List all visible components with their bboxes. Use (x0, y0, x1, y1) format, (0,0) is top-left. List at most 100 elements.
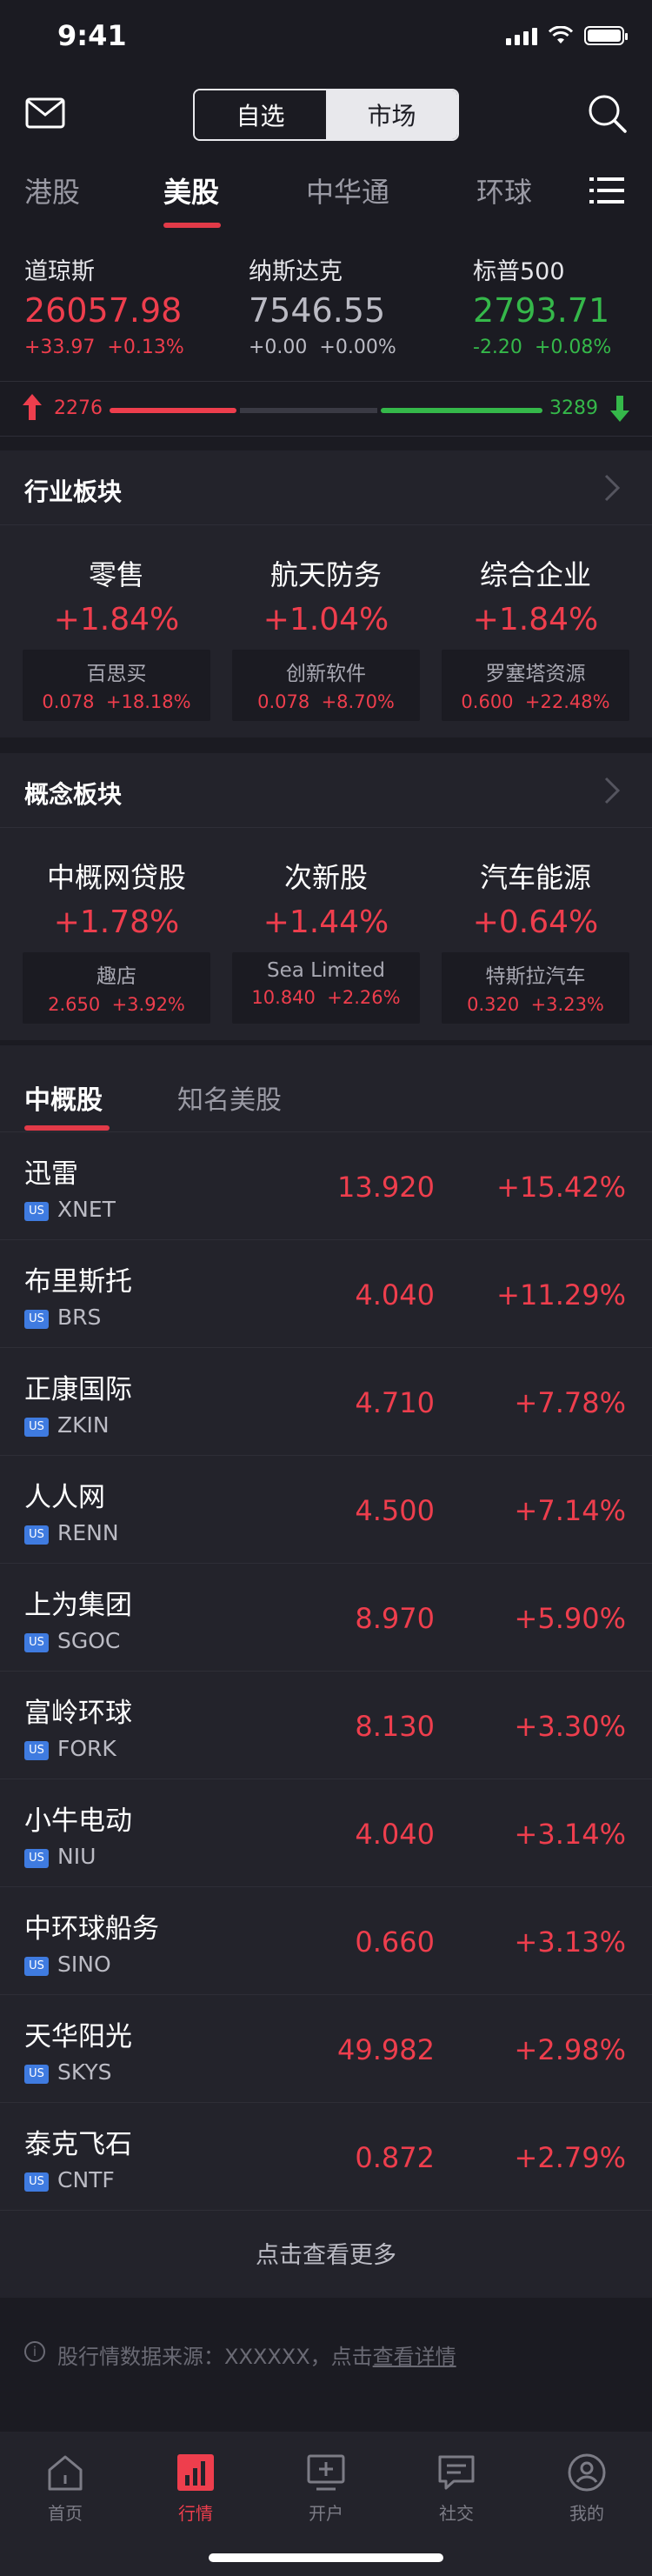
index-sp500[interactable]: 标普500 2793.71 -2.20 +0.08% (473, 252, 611, 358)
status-time: 9:41 (57, 19, 127, 52)
stock-code: BRS (57, 1305, 102, 1330)
stock-pct: +3.30% (514, 1710, 626, 1743)
advancers-count: 2276 (54, 397, 103, 419)
stock-price: 13.920 (337, 1171, 435, 1204)
concept-card[interactable]: 中概网贷股 +1.78% 趣店 2.650 +3.92% (23, 856, 210, 1024)
stock-name: 人人网 (24, 1482, 105, 1513)
stock-row[interactable]: 天华阳光 US SKYS 49.982 +2.98% (0, 1995, 652, 2103)
stock-pct: +2.98% (514, 2033, 626, 2066)
leader-price: 0.320 (467, 994, 520, 1015)
section-title: 概念板块 (24, 780, 123, 809)
concept-card[interactable]: 汽车能源 +0.64% 特斯拉汽车 0.320 +3.23% (442, 856, 629, 1024)
index-pct: +0.08% (534, 337, 612, 358)
sector-card[interactable]: 零售 +1.84% 百思买 0.078 +18.18% (23, 553, 210, 721)
sector-pct: +1.84% (53, 602, 180, 637)
concept-section: 概念板块 中概网贷股 +1.78% 趣店 2.650 +3.92% 次新股 +1… (0, 753, 652, 1040)
tabbar-label: 开户 (309, 2503, 343, 2524)
stock-name: 上为集团 (24, 1590, 132, 1621)
sector-card[interactable]: 航天防务 +1.04% 创新软件 0.078 +8.70% (232, 553, 420, 721)
stock-code: CNTF (57, 2167, 115, 2192)
tab-underline (163, 223, 221, 228)
tab-china-connect[interactable]: 中华通 (306, 176, 390, 209)
stock-name: 天华阳光 (24, 2021, 132, 2052)
stock-row[interactable]: 中环球船务 US SINO 0.660 +3.13% (0, 1887, 652, 1995)
status-icons (506, 26, 628, 45)
index-pct: +0.00% (319, 337, 396, 358)
status-bar: 9:41 (0, 0, 652, 77)
mail-icon[interactable] (24, 96, 66, 130)
leader-chg: +3.23% (530, 994, 604, 1015)
stock-row[interactable]: 布里斯托 US BRS 4.040 +11.29% (0, 1240, 652, 1348)
stock-code: NIU (57, 1844, 96, 1869)
segment-market[interactable]: 市场 (326, 90, 457, 139)
tab-china-concept[interactable]: 中概股 (24, 1085, 103, 1116)
stock-list-section: 中概股 知名美股 迅雷 US XNET 13.920 +15.42% 布里斯托 … (0, 1045, 652, 2298)
concept-leader: Sea Limited 10.840 +2.26% (232, 952, 420, 1024)
tabbar-me[interactable]: 我的 (543, 2453, 630, 2525)
index-dow[interactable]: 道琼斯 26057.98 +33.97 +0.13% (24, 252, 184, 358)
wifi-icon (548, 26, 574, 43)
concept-header[interactable]: 概念板块 (0, 753, 652, 828)
index-change: +33.97 (24, 337, 96, 358)
tab-famous-us[interactable]: 知名美股 (177, 1085, 282, 1116)
leader-chg: +22.48% (524, 691, 610, 712)
section-title: 行业板块 (24, 477, 123, 506)
market-badge: US (24, 1849, 49, 1868)
stock-pct: +7.78% (514, 1386, 626, 1419)
tabbar-label: 行情 (178, 2503, 213, 2524)
stock-name: 泰克飞石 (24, 2129, 132, 2160)
tabbar-home[interactable]: 首页 (22, 2453, 109, 2525)
decliners-count: 3289 (549, 397, 598, 419)
tab-us[interactable]: 美股 (163, 176, 220, 209)
tabbar-social[interactable]: 社交 (413, 2453, 500, 2525)
index-name: 道琼斯 (24, 258, 95, 285)
view-more-button[interactable]: 点击查看更多 (256, 2241, 396, 2269)
stock-code: RENN (57, 1520, 119, 1545)
source-text: 股行情数据来源：XXXXXX，点击查看详情 (57, 2339, 456, 2370)
sector-pct: +1.84% (472, 602, 599, 637)
stock-code: XNET (57, 1197, 116, 1222)
stock-row[interactable]: 迅雷 US XNET 13.920 +15.42% (0, 1132, 652, 1240)
concept-card[interactable]: 次新股 +1.44% Sea Limited 10.840 +2.26% (232, 856, 420, 1024)
sector-name: 航天防务 (269, 558, 382, 591)
down-arrow-icon (610, 396, 629, 422)
index-nasdaq[interactable]: 纳斯达克 7546.55 +0.00 +0.00% (249, 252, 396, 358)
leader-price: 10.840 (251, 987, 316, 1008)
stock-row[interactable]: 正康国际 US ZKIN 4.710 +7.78% (0, 1348, 652, 1456)
stock-name: 小牛电动 (24, 1805, 132, 1837)
stock-row[interactable]: 上为集团 US SGOC 8.970 +5.90% (0, 1564, 652, 1672)
concept-leader: 趣店 2.650 +3.92% (23, 952, 210, 1024)
source-detail-link[interactable]: 查看详情 (372, 2345, 456, 2369)
leader-name: 罗塞塔资源 (485, 663, 586, 685)
stock-row[interactable]: 小牛电动 US NIU 4.040 +3.14% (0, 1779, 652, 1887)
stock-row[interactable]: 人人网 US RENN 4.500 +7.14% (0, 1456, 652, 1564)
stock-price: 4.710 (355, 1386, 435, 1419)
watchlist-market-switch: 自选 市场 (193, 89, 459, 141)
index-change: -2.20 (473, 337, 522, 358)
stock-row[interactable]: 泰克飞石 US CNTF 0.872 +2.79% (0, 2103, 652, 2211)
market-badge: US (24, 1310, 49, 1329)
search-icon[interactable] (586, 92, 628, 134)
stock-pct: +7.14% (514, 1494, 626, 1527)
menu-icon[interactable] (589, 176, 624, 205)
tab-global[interactable]: 环球 (476, 176, 533, 209)
stock-name: 中环球船务 (24, 1913, 159, 1945)
industry-header[interactable]: 行业板块 (0, 450, 652, 525)
index-value: 7546.55 (249, 291, 386, 330)
tabbar-open-account[interactable]: 开户 (283, 2453, 369, 2525)
tabbar-market[interactable]: 行情 (152, 2453, 239, 2525)
sector-leader: 创新软件 0.078 +8.70% (232, 650, 420, 721)
leader-price: 2.650 (48, 994, 101, 1015)
divider (0, 437, 652, 450)
tab-hk[interactable]: 港股 (24, 176, 81, 209)
user-icon (568, 2453, 606, 2492)
segment-watchlist[interactable]: 自选 (195, 90, 326, 139)
sector-pct: +1.04% (263, 602, 389, 637)
sector-card[interactable]: 综合企业 +1.84% 罗塞塔资源 0.600 +22.48% (442, 553, 629, 721)
sector-name: 零售 (88, 558, 144, 591)
market-badge: US (24, 2065, 49, 2084)
stock-row[interactable]: 富岭环球 US FORK 8.130 +3.30% (0, 1672, 652, 1779)
index-pct: +0.13% (107, 337, 184, 358)
market-badge: US (24, 1633, 49, 1652)
stock-price: 8.970 (355, 1602, 435, 1635)
